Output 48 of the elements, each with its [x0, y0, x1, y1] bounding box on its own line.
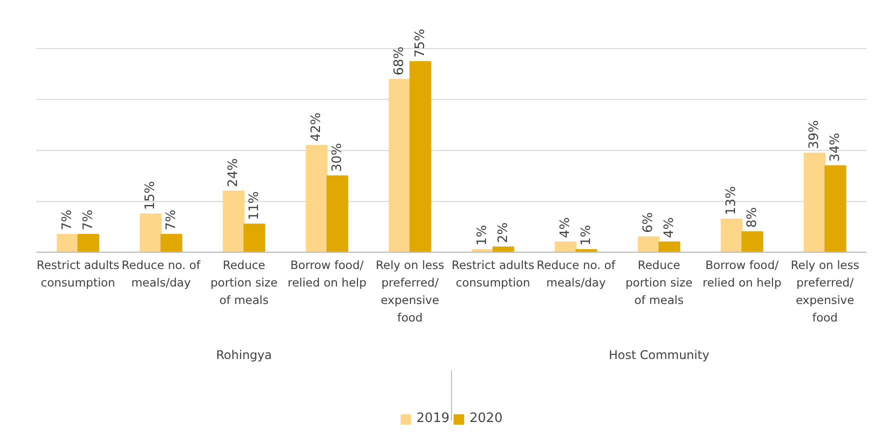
data-label: 11% — [246, 191, 262, 220]
x-tick-label: Reduce no. of meals/day — [122, 258, 202, 290]
data-label: 1% — [578, 224, 594, 246]
x-tick-label: Borrow food/ relied on help — [288, 258, 366, 290]
x-tick-label: Reduce no. of meals/day — [536, 258, 616, 290]
bar — [160, 234, 182, 253]
bar — [388, 78, 410, 253]
text: Host Community — [608, 348, 710, 362]
bar — [140, 214, 162, 253]
data-label: 7% — [80, 210, 96, 230]
data-label: 7% — [164, 210, 179, 230]
data-label: 34% — [828, 132, 843, 162]
data-label: 2% — [496, 222, 511, 244]
bar — [306, 144, 328, 253]
bar — [410, 61, 432, 253]
x-tick-label: Borrow food/ relied on help — [702, 258, 782, 290]
x-tick-label: Restrict adults consumption — [452, 258, 534, 290]
data-label: 42% — [309, 112, 324, 142]
bar — [78, 234, 100, 253]
data-label: 39% — [807, 120, 822, 150]
x-tick-label: Restrict adults consumption — [36, 258, 120, 290]
data-label: 6% — [641, 212, 656, 233]
bar — [742, 231, 764, 253]
data-label: 8% — [744, 207, 760, 228]
bar — [222, 190, 244, 253]
legend-label: 2020 — [470, 411, 503, 426]
bar — [326, 175, 348, 253]
data-label: 24% — [226, 158, 242, 188]
data-label: 30% — [330, 143, 345, 172]
bar — [658, 241, 680, 253]
legend-label: 2019 — [416, 411, 450, 426]
data-label: 4% — [662, 217, 677, 238]
bar — [244, 224, 266, 253]
bar — [804, 152, 826, 253]
x-tick-label: Reduce portion size of meals — [625, 258, 693, 308]
data-label: 1% — [475, 224, 490, 246]
data-label: 7% — [60, 210, 76, 230]
x-tick-label: Rely on less preferred/ expensive food — [790, 258, 860, 325]
bar — [824, 165, 846, 253]
text: Rohingya — [216, 348, 272, 362]
data-label: 15% — [143, 181, 158, 210]
data-label: 68% — [392, 46, 408, 76]
data-label: 4% — [558, 217, 574, 238]
data-label: 13% — [724, 186, 740, 216]
data-label: 75% — [412, 28, 428, 58]
x-tick-label: Reduce portion size of meals — [210, 258, 278, 308]
x-tick-label: Rely on less preferred/ expensive food — [376, 258, 444, 325]
bar — [720, 218, 742, 253]
